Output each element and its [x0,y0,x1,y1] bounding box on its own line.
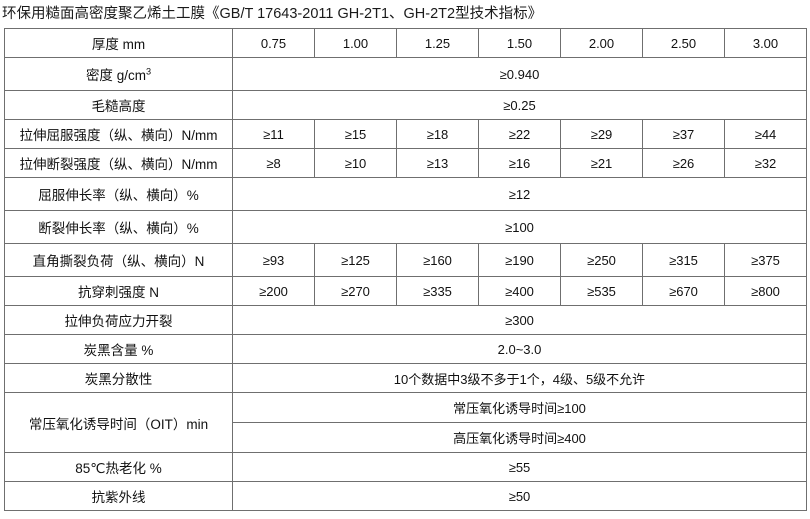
cell-roughness-height-merged: ≥0.25 [232,90,807,120]
row-label-heat-aging: 85℃热老化 % [4,452,233,482]
table-row-carbon-black-dispersion: 炭黑分散性 10个数据中3级不多于1个，4级、5级不允许 [4,363,807,393]
cell-puncture-1: ≥270 [314,276,397,306]
cell-thickness-2: 1.25 [396,28,479,58]
table-row-oit-top: 常压氧化诱导时间（OIT）min 常压氧化诱导时间≥100 [4,392,807,453]
cell-tear-5: ≥315 [642,243,725,277]
table-row-heat-aging: 85℃热老化 % ≥55 [4,452,807,482]
cell-carbon-black-content-merged: 2.0~3.0 [232,334,807,364]
table-row-uv-resistance: 抗紫外线 ≥50 [4,481,807,511]
row-label-oit: 常压氧化诱导时间（OIT）min [4,392,233,453]
table-row-density: 密度 g/cm3 ≥0.940 [4,57,807,91]
cell-thickness-1: 1.00 [314,28,397,58]
table-row-thickness: 厚度 mm 0.75 1.00 1.25 1.50 2.00 2.50 3.00 [4,28,807,58]
table-row-tensile-yield-strength: 拉伸屈服强度（纵、横向）N/mm ≥11 ≥15 ≥18 ≥22 ≥29 ≥37… [4,119,807,149]
table-row-tensile-break-strength: 拉伸断裂强度（纵、横向）N/mm ≥8 ≥10 ≥13 ≥16 ≥21 ≥26 … [4,148,807,178]
cell-tensile-yield-3: ≥22 [478,119,561,149]
cell-tensile-yield-4: ≥29 [560,119,643,149]
row-label-roughness-height: 毛糙高度 [4,90,233,120]
cell-tensile-yield-5: ≥37 [642,119,725,149]
cell-tensile-break-0: ≥8 [232,148,315,178]
cell-stress-crack-merged: ≥300 [232,305,807,335]
cell-puncture-3: ≥400 [478,276,561,306]
cell-tensile-break-5: ≥26 [642,148,725,178]
cell-oit-high-pressure: 高压氧化诱导时间≥400 [232,422,807,453]
table-row-roughness-height: 毛糙高度 ≥0.25 [4,90,807,120]
table-row-stress-crack: 拉伸负荷应力开裂 ≥300 [4,305,807,335]
row-label-tensile-yield-strength: 拉伸屈服强度（纵、横向）N/mm [4,119,233,149]
row-label-carbon-black-content: 炭黑含量 % [4,334,233,364]
page-title: 环保用糙面高密度聚乙烯土工膜《GB/T 17643-2011 GH-2T1、GH… [2,6,543,22]
cell-puncture-2: ≥335 [396,276,479,306]
cell-tensile-break-4: ≥21 [560,148,643,178]
cell-thickness-3: 1.50 [478,28,561,58]
table-row-oit-bottom: 高压氧化诱导时间≥400 [5,422,807,453]
row-label-density-text: 密度 g/cm [85,68,146,83]
cell-tear-2: ≥160 [396,243,479,277]
table-row-carbon-black-content: 炭黑含量 % 2.0~3.0 [4,334,807,364]
cell-tensile-break-3: ≥16 [478,148,561,178]
cell-yield-elongation-merged: ≥12 [232,177,807,211]
technical-spec-table: 厚度 mm 0.75 1.00 1.25 1.50 2.00 2.50 3.00… [4,28,807,511]
cell-tensile-yield-2: ≥18 [396,119,479,149]
cell-puncture-6: ≥800 [724,276,807,306]
cell-tear-4: ≥250 [560,243,643,277]
table-row-yield-elongation: 屈服伸长率（纵、横向）% ≥12 [4,177,807,211]
cell-thickness-5: 2.50 [642,28,725,58]
cell-tensile-break-1: ≥10 [314,148,397,178]
row-label-thickness: 厚度 mm [4,28,233,58]
cell-tensile-break-2: ≥13 [396,148,479,178]
row-label-density: 密度 g/cm3 [4,57,233,91]
row-label-tensile-break-strength: 拉伸断裂强度（纵、横向）N/mm [4,148,233,178]
cell-thickness-4: 2.00 [560,28,643,58]
row-label-yield-elongation: 屈服伸长率（纵、横向）% [4,177,233,211]
cell-puncture-0: ≥200 [232,276,315,306]
cell-puncture-4: ≥535 [560,276,643,306]
table-row-break-elongation: 断裂伸长率（纵、横向）% ≥100 [4,210,807,244]
row-label-carbon-black-dispersion: 炭黑分散性 [4,363,233,393]
row-label-stress-crack: 拉伸负荷应力开裂 [4,305,233,335]
row-label-break-elongation: 断裂伸长率（纵、横向）% [4,210,233,244]
row-label-right-angle-tear: 直角撕裂负荷（纵、横向）N [4,243,233,277]
cell-tensile-yield-0: ≥11 [232,119,315,149]
cell-puncture-5: ≥670 [642,276,725,306]
cell-tensile-yield-1: ≥15 [314,119,397,149]
cell-tensile-yield-6: ≥44 [724,119,807,149]
cell-density-merged: ≥0.940 [232,57,807,91]
cell-tear-1: ≥125 [314,243,397,277]
cell-tear-0: ≥93 [232,243,315,277]
cell-uv-resistance-merged: ≥50 [232,481,807,511]
cell-tear-3: ≥190 [478,243,561,277]
row-label-puncture-strength: 抗穿刺强度 N [4,276,233,306]
cell-break-elongation-merged: ≥100 [232,210,807,244]
cell-tear-6: ≥375 [724,243,807,277]
table-row-right-angle-tear: 直角撕裂负荷（纵、横向）N ≥93 ≥125 ≥160 ≥190 ≥250 ≥3… [4,243,807,277]
row-label-uv-resistance: 抗紫外线 [4,481,233,511]
cell-tensile-break-6: ≥32 [724,148,807,178]
table-row-puncture-strength: 抗穿刺强度 N ≥200 ≥270 ≥335 ≥400 ≥535 ≥670 ≥8… [4,276,807,306]
cell-carbon-black-dispersion-merged: 10个数据中3级不多于1个，4级、5级不允许 [232,363,807,393]
row-label-density-superscript: 3 [145,66,152,77]
cell-thickness-0: 0.75 [232,28,315,58]
cell-thickness-6: 3.00 [724,28,807,58]
cell-oit-standard-pressure: 常压氧化诱导时间≥100 [232,392,807,423]
cell-heat-aging-merged: ≥55 [232,452,807,482]
